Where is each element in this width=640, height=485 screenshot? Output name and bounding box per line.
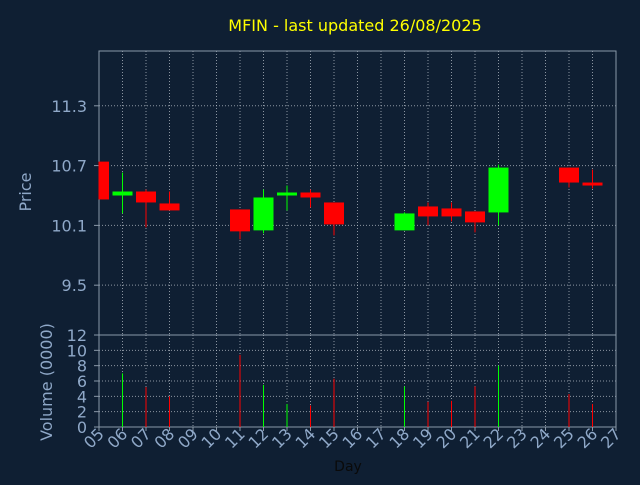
candle-body-18 — [394, 213, 415, 231]
candle-body-22 — [488, 167, 509, 213]
volume-tick-label: 4 — [77, 387, 87, 406]
candle-body-08 — [159, 203, 180, 211]
chart-title: MFIN - last updated 26/08/2025 — [228, 16, 481, 35]
candle-body-05 — [99, 161, 109, 200]
price-axis-label: Price — [16, 172, 35, 211]
volume-tick-label: 8 — [77, 357, 87, 376]
candle-body-12 — [253, 197, 274, 231]
day-tick-label: 27 — [597, 424, 625, 452]
volume-tick-label: 12 — [67, 326, 87, 345]
price-panel: 9.5 10.1 10.7 11.3 — [51, 50, 617, 336]
candle-body-11 — [230, 209, 250, 232]
volume-tick-label: 2 — [77, 403, 87, 422]
price-tick-label: 11.3 — [51, 97, 87, 116]
volume-tick-label: 6 — [77, 372, 87, 391]
volume-tick-label: 0 — [77, 418, 87, 437]
candle-body-13 — [277, 192, 297, 196]
candle-body-25 — [559, 167, 579, 183]
price-tick-label: 10.7 — [51, 157, 87, 176]
day-axis-label: Day — [334, 459, 362, 475]
price-tick-label: 10.1 — [51, 216, 87, 235]
candle-body-20 — [441, 208, 462, 217]
candle-body-15 — [324, 202, 344, 225]
candle-body-21 — [465, 211, 485, 223]
candle-body-14 — [300, 192, 321, 198]
candle-body-19 — [418, 206, 438, 217]
volume-tick-label: 10 — [67, 341, 87, 360]
volume-panel: 0246810120506070809101112131415161718192… — [67, 326, 625, 452]
price-tick-label: 9.5 — [62, 276, 87, 295]
candle-body-26 — [582, 182, 603, 186]
candle-body-07 — [136, 191, 156, 203]
candle-body-06 — [112, 191, 133, 196]
volume-axis-label: Volume (0000) — [37, 323, 56, 441]
